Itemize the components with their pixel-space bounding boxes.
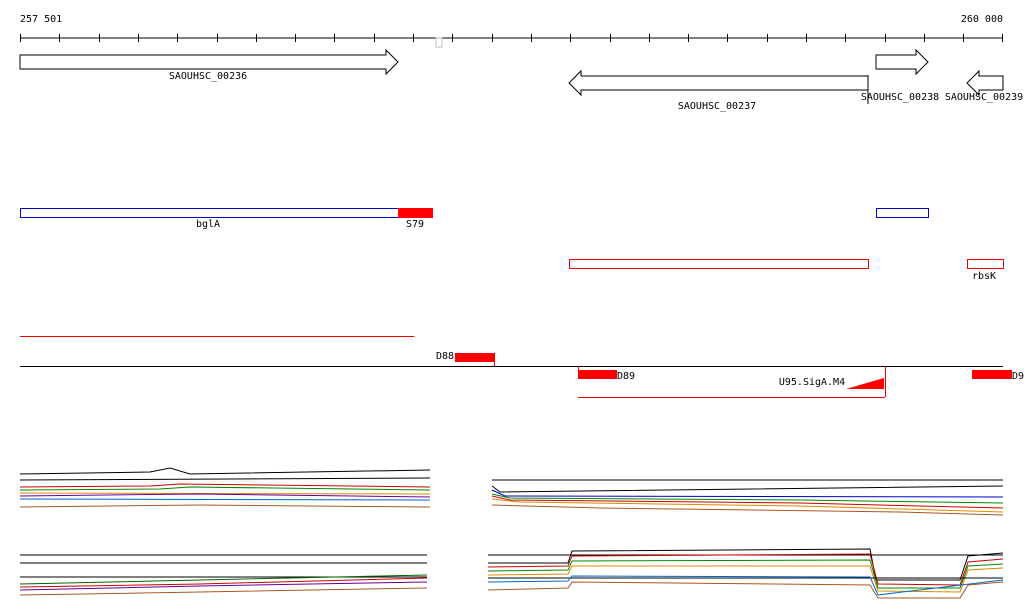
- gene-label: SAOUHSC_00238: [861, 92, 939, 103]
- gene-label: SAOUHSC_00237: [678, 101, 756, 112]
- gene-label: SAOUHSC_00239: [945, 92, 1023, 103]
- feature-label: D90: [1012, 371, 1024, 382]
- gene-arrow: [875, 48, 929, 76]
- annotation-box: [876, 208, 929, 218]
- annotation-label: S79: [406, 219, 424, 230]
- feature-box: [578, 370, 617, 379]
- position-marker: [435, 37, 443, 48]
- annotation-label: bglA: [196, 219, 220, 230]
- gene-arrow: [19, 48, 399, 76]
- feature-triangle: [846, 378, 884, 389]
- feature-label: U95.SigA.M4: [779, 377, 845, 388]
- ruler-end: 260 000: [961, 14, 1003, 25]
- feature-label: D88: [436, 351, 454, 362]
- annotation-box: [20, 208, 399, 218]
- expression-track: [19, 548, 1004, 599]
- annotation-label: rbsK: [972, 271, 996, 282]
- feature-box: [455, 353, 494, 362]
- expression-track: [19, 467, 1004, 516]
- ruler-start: 257 501: [20, 14, 62, 25]
- gene-label: SAOUHSC_00236: [169, 71, 247, 82]
- annotation-box: [967, 259, 1004, 269]
- feature-label: D89: [617, 371, 635, 382]
- gene-arrow: [966, 69, 1004, 97]
- feature-box: [972, 370, 1012, 379]
- annotation-box: [398, 208, 433, 218]
- gene-arrow: [568, 69, 869, 97]
- ruler-ticks: [20, 34, 1003, 42]
- annotation-box: [569, 259, 869, 269]
